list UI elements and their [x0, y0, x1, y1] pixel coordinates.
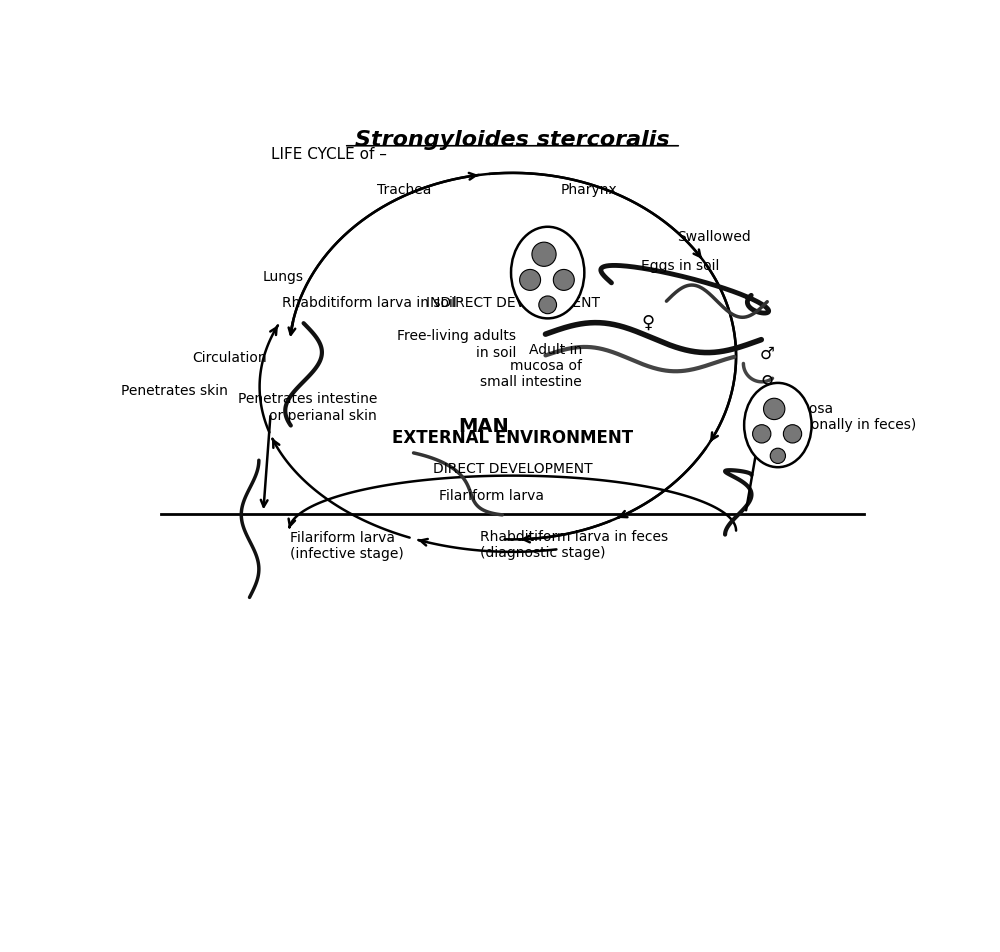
Text: MAN: MAN [458, 417, 509, 436]
Text: ♂: ♂ [759, 345, 774, 363]
Text: LIFE CYCLE of –: LIFE CYCLE of – [271, 147, 386, 162]
Circle shape [783, 425, 802, 443]
Circle shape [520, 269, 541, 290]
Text: Filariform larva: Filariform larva [439, 489, 544, 504]
Text: ♀: ♀ [760, 373, 773, 391]
Text: Free-living adults
in soil: Free-living adults in soil [397, 329, 516, 360]
Text: Strongyloides stercoralis: Strongyloides stercoralis [355, 129, 670, 149]
Text: ♀: ♀ [642, 313, 655, 331]
Text: Circulation: Circulation [192, 350, 267, 365]
Text: Trachea: Trachea [377, 184, 432, 197]
Text: Pharynx: Pharynx [560, 184, 617, 197]
Circle shape [770, 448, 785, 464]
Circle shape [553, 269, 574, 290]
Text: Rhabditiform larva in feces
(diagnostic stage): Rhabditiform larva in feces (diagnostic … [480, 530, 668, 560]
Text: EXTERNAL ENVIRONMENT: EXTERNAL ENVIRONMENT [392, 429, 633, 447]
Text: Penetrates skin: Penetrates skin [121, 385, 228, 398]
Text: Filariform larva
(infective stage): Filariform larva (infective stage) [290, 530, 404, 561]
Circle shape [539, 296, 557, 314]
Text: Eggs in soil: Eggs in soil [641, 259, 719, 273]
Text: Eggs
in mucosa
(occasionally in feces): Eggs in mucosa (occasionally in feces) [762, 386, 916, 432]
Ellipse shape [511, 227, 584, 318]
Text: Swallowed: Swallowed [677, 230, 751, 245]
Text: Rhabditiform larva in soil: Rhabditiform larva in soil [282, 296, 456, 310]
Text: DIRECT DEVELOPMENT: DIRECT DEVELOPMENT [433, 462, 592, 476]
Text: INDIRECT DEVELOPMENT: INDIRECT DEVELOPMENT [426, 296, 600, 309]
Circle shape [532, 242, 556, 267]
Text: Penetrates intestine
or perianal skin: Penetrates intestine or perianal skin [238, 392, 377, 423]
Text: Adult in
mucosa of
small intestine: Adult in mucosa of small intestine [480, 343, 582, 389]
Ellipse shape [744, 383, 812, 467]
Text: Lungs: Lungs [263, 270, 304, 284]
Circle shape [764, 398, 785, 420]
Circle shape [753, 425, 771, 443]
